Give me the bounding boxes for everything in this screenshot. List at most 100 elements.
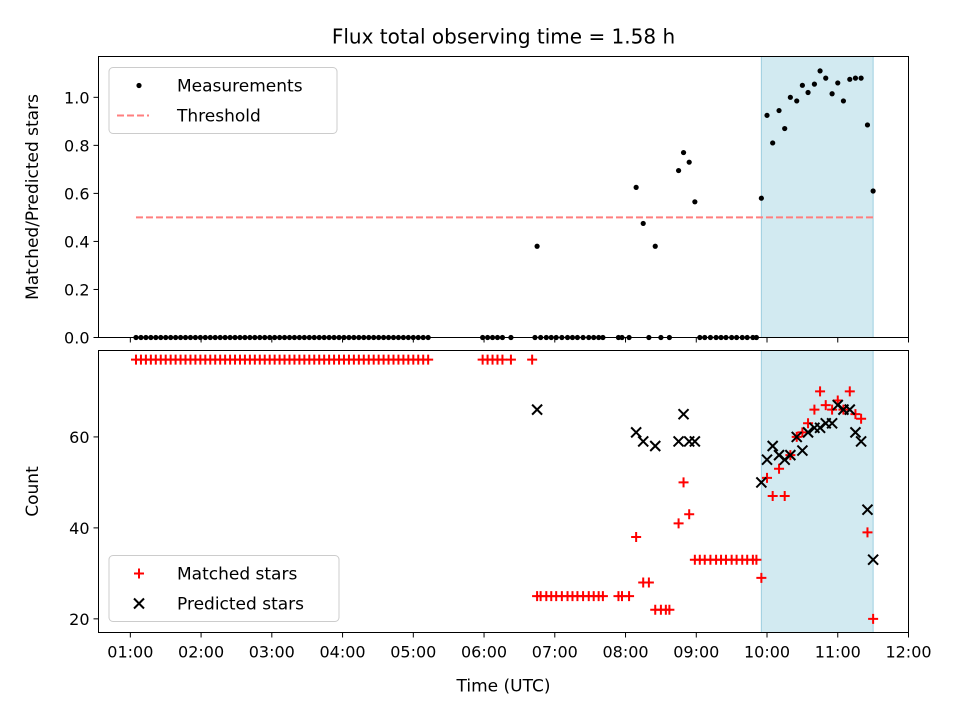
y-axis-label: Matched/Predicted stars: [23, 94, 43, 300]
y-tick-label: 0.4: [64, 232, 89, 251]
matched-star-point: [844, 386, 855, 397]
matched-star-point: [774, 463, 785, 474]
predicted-star-point: [761, 453, 773, 466]
x-tick: 01:00: [107, 632, 153, 662]
axes-frame: [98, 56, 909, 338]
matched-star-point: [815, 386, 826, 397]
y-tick: 0.0: [64, 329, 99, 348]
x-tick: 09:00: [673, 632, 719, 662]
measurement-point: [692, 199, 698, 205]
measurement-point: [840, 98, 847, 104]
measurement-point: [835, 80, 841, 86]
measurement-point: [829, 91, 835, 97]
legend-label: Predicted stars: [177, 595, 304, 615]
matched-star-point: [803, 418, 814, 429]
legend-entry: Matched stars: [134, 565, 297, 585]
x-tick-label: 09:00: [673, 643, 719, 662]
predicted-star-point: [649, 440, 661, 452]
measurement-point: [633, 184, 639, 190]
predicted-star-point: [826, 417, 838, 429]
matched-star-point: [868, 613, 879, 624]
observing-window-shade: [760, 350, 874, 633]
measurement-point: [799, 82, 805, 88]
measurement-point: [787, 94, 793, 100]
measurement-point: [794, 98, 800, 104]
matched-star-point: [797, 427, 808, 438]
matched-star-point: [820, 400, 831, 411]
y-tick: 0.8: [64, 136, 99, 155]
matched-star-point: [862, 527, 873, 538]
x-tick-label: 05:00: [390, 643, 436, 662]
x-tick: 03:00: [249, 632, 295, 662]
predicted-star-point: [531, 403, 543, 416]
matched-star-point: [751, 554, 762, 565]
x-tick: 12:00: [885, 632, 932, 662]
y-tick-label: 0.8: [64, 136, 89, 155]
matched-star-point: [856, 413, 867, 424]
y-tick-label: 1.0: [64, 88, 89, 107]
measurement-point: [817, 68, 823, 74]
predicted-star-point: [802, 426, 814, 439]
y-tick-label: 20: [69, 610, 89, 629]
x-tick-label: 01:00: [107, 643, 153, 662]
axes-frame: [98, 350, 909, 633]
legend-box: [108, 67, 338, 134]
matched-star-point: [779, 491, 790, 502]
matched-star-point: [850, 409, 861, 420]
legend-label: Measurements: [177, 77, 303, 97]
predicted-star-point: [844, 403, 856, 416]
measurement-point: [758, 195, 764, 201]
matched-star-point: [827, 404, 838, 415]
matched-star-point: [762, 472, 773, 483]
measurement-point: [652, 243, 658, 249]
predicted-star-point: [855, 435, 867, 448]
x-tick-label: 08:00: [602, 643, 648, 662]
predicted-star-point: [766, 440, 779, 452]
matched-star-point: [664, 604, 675, 615]
matched-star-point: [678, 477, 689, 488]
series-predicted-stars: [531, 399, 879, 566]
predicted-star-point: [677, 408, 690, 420]
y-tick: 1.0: [64, 88, 99, 107]
x-tick-label: 07:00: [532, 643, 578, 662]
matched-star-point: [643, 577, 654, 588]
measurement-point: [534, 243, 540, 249]
bottom-panel: 20 40 60 01:00 02:00 03:00 04:00 05:00 06:00 07:0…: [23, 350, 932, 697]
y-tick-label: 40: [69, 519, 89, 538]
predicted-star-point: [689, 435, 701, 448]
y-tick-label: 0.2: [64, 280, 89, 299]
measurement-point: [864, 122, 871, 128]
matched-star-point: [767, 491, 778, 502]
matched-star-point: [497, 354, 508, 365]
measurement-point: [782, 125, 788, 132]
legend-box: [108, 555, 340, 622]
y-tick: 40: [69, 519, 99, 538]
y-tick: 0.2: [64, 280, 99, 299]
y-tick: 20: [69, 610, 99, 629]
measurement-point: [686, 159, 692, 165]
predicted-star-point: [672, 435, 685, 448]
measurement-point: [776, 107, 782, 114]
predicted-star-point: [630, 426, 642, 439]
y-axis-label: Count: [23, 466, 43, 517]
predicted-star-point: [791, 431, 803, 443]
predicted-star-point: [867, 554, 879, 566]
legend: Measurements Threshold: [108, 67, 338, 134]
top-panel: 0.0 0.2 0.4 0.6 0.8 1.0 Flux total observing t…: [23, 25, 909, 348]
matched-star-point: [673, 518, 684, 529]
predicted-star-point: [637, 435, 649, 448]
measurement-point: [823, 75, 829, 81]
legend: Matched stars Predicted stars: [108, 555, 340, 622]
y-tick: 60: [69, 428, 99, 447]
x-tick: 08:00: [602, 632, 649, 662]
x-tick-label: 02:00: [178, 643, 224, 662]
measurement-point: [680, 149, 687, 156]
measurement-point: [805, 89, 811, 96]
measurement-point: [847, 76, 853, 82]
matched-star-point: [597, 591, 608, 602]
matched-star-point: [809, 404, 820, 415]
x-tick-label: 03:00: [249, 643, 295, 662]
x-tick: 11:00: [815, 632, 861, 662]
x-axis-label: Time (UTC): [456, 677, 551, 697]
